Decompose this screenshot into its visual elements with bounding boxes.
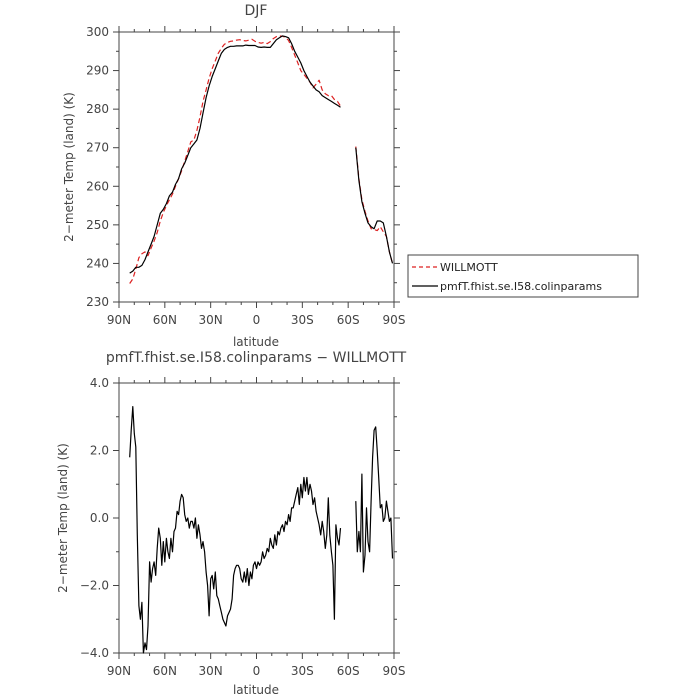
top-xtick-label: 60N <box>153 313 177 327</box>
bottom-series-lines <box>129 406 394 654</box>
top-xtick-label: 60S <box>337 313 360 327</box>
top-axes: 90N 60N 30N 0 30S 60S 90S 230 240 250 260 270 280 290… <box>86 25 405 327</box>
top-ylabel: 2−meter Temp (land) (K) <box>62 92 76 242</box>
bottom-xlabel: latitude <box>233 683 279 697</box>
legend-box <box>407 254 639 298</box>
bottom-ytick-label: −2.0 <box>80 579 109 593</box>
top-ytick-label: 290 <box>86 64 109 78</box>
top-ytick-label: 300 <box>86 25 109 39</box>
top-ytick-label: 250 <box>86 218 109 232</box>
top-xlabel: latitude <box>233 335 279 349</box>
top-xtick-label: 90S <box>383 313 406 327</box>
bottom-chart-title: pmfT.fhist.se.I58.colinparams − WILLMOTT <box>106 350 407 366</box>
top-plot-frame <box>118 31 395 303</box>
top-xtick-label: 30S <box>291 313 314 327</box>
bottom-ytick-label: 2.0 <box>90 444 109 458</box>
top-xtick-label: 30N <box>199 313 223 327</box>
top-series-pmft-fhist-se-i58-colinparams-segment-0 <box>129 35 341 274</box>
bottom-xtick-label: 60S <box>337 664 360 678</box>
bottom-xtick-label: 0 <box>253 664 261 678</box>
legend-label-willmott: WILLMOTT <box>440 261 498 274</box>
bottom-xtick-label: 90N <box>107 664 131 678</box>
top-series-pmft-fhist-se-i58-colinparams-segment-1 <box>355 147 394 264</box>
legend-label-model: pmfT.fhist.se.I58.colinparams <box>440 280 602 293</box>
bottom-ylabel: 2−meter Temp (land) (K) <box>56 443 70 593</box>
bottom-xtick-label: 30S <box>291 664 314 678</box>
bottom-ytick-label: 0.0 <box>90 511 109 525</box>
top-xtick-label: 90N <box>107 313 131 327</box>
top-ytick-label: 230 <box>86 295 109 309</box>
bottom-series-difference-segment-0 <box>129 406 342 654</box>
bottom-ytick-label: −4.0 <box>80 646 109 660</box>
top-chart-title: DJF <box>245 3 268 19</box>
bottom-xtick-label: 90S <box>383 664 406 678</box>
top-series-lines <box>129 35 394 284</box>
top-ytick-label: 270 <box>86 141 109 155</box>
bottom-axes: 90N 60N 30N 0 30S 60S 90S −4.0 −2.0 0.0 2.0 4.0 <box>80 376 406 678</box>
top-series-willmott-segment-1 <box>355 146 394 264</box>
bottom-panel: pmfT.fhist.se.I58.colinparams − WILLMOTT… <box>56 350 407 697</box>
bottom-series-difference-segment-1 <box>355 426 394 573</box>
top-ytick-label: 240 <box>86 256 109 270</box>
bottom-ytick-label: 4.0 <box>90 376 109 390</box>
top-xtick-label: 0 <box>253 313 261 327</box>
legend: WILLMOTT pmfT.fhist.se.I58.colinparams <box>407 254 639 298</box>
top-ytick-label: 280 <box>86 102 109 116</box>
bottom-plot-frame <box>118 382 395 654</box>
bottom-xtick-label: 30N <box>199 664 223 678</box>
bottom-xtick-label: 60N <box>153 664 177 678</box>
top-panel: DJF 2−meter Temp (land) (K) latitude 90N… <box>62 3 405 349</box>
top-series-willmott-segment-0 <box>129 35 342 284</box>
top-ytick-label: 260 <box>86 179 109 193</box>
